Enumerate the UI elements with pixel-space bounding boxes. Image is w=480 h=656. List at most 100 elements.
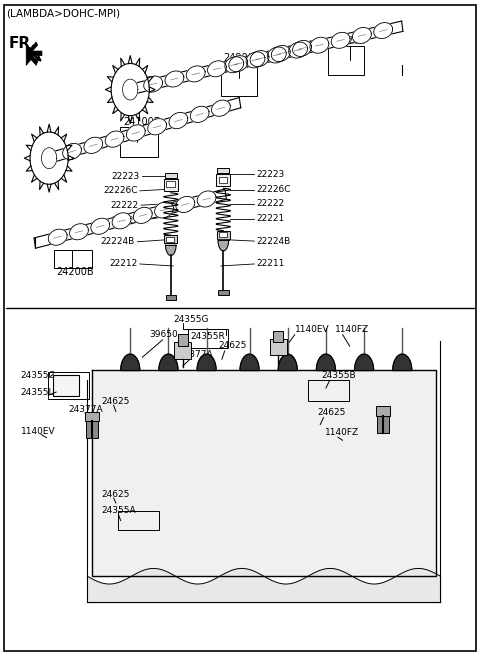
Polygon shape — [197, 354, 216, 371]
Bar — [86, 421, 98, 438]
Polygon shape — [288, 42, 308, 58]
Text: 1140FZ: 1140FZ — [336, 325, 370, 335]
Polygon shape — [159, 354, 178, 371]
Polygon shape — [271, 45, 290, 62]
Polygon shape — [310, 37, 329, 53]
Bar — [377, 416, 389, 432]
Polygon shape — [26, 42, 42, 66]
Polygon shape — [355, 354, 373, 371]
Bar — [166, 295, 176, 300]
Polygon shape — [316, 354, 336, 371]
Bar — [174, 342, 192, 359]
Polygon shape — [91, 218, 109, 234]
Text: 24900: 24900 — [223, 53, 254, 63]
Text: 22212: 22212 — [109, 260, 137, 268]
Polygon shape — [92, 371, 436, 576]
Polygon shape — [393, 354, 412, 371]
Text: 24355R: 24355R — [190, 332, 225, 341]
Polygon shape — [352, 28, 372, 43]
Bar — [120, 127, 158, 157]
Text: 24625: 24625 — [102, 398, 130, 406]
Text: 1140EV: 1140EV — [21, 426, 55, 436]
Polygon shape — [169, 112, 188, 129]
Polygon shape — [250, 51, 269, 67]
Polygon shape — [148, 119, 167, 135]
Polygon shape — [62, 144, 82, 159]
Polygon shape — [122, 79, 138, 100]
Polygon shape — [212, 100, 230, 116]
Bar — [328, 46, 364, 75]
Bar — [53, 375, 79, 396]
Polygon shape — [267, 47, 286, 63]
Polygon shape — [48, 229, 67, 245]
Text: 22222: 22222 — [111, 201, 139, 210]
Text: 24377A: 24377A — [68, 405, 103, 414]
Bar — [48, 373, 89, 399]
Text: 24355C: 24355C — [21, 371, 55, 380]
Text: 22224B: 22224B — [101, 237, 135, 246]
Bar — [217, 168, 229, 173]
Bar — [216, 231, 230, 239]
Text: 24200B: 24200B — [56, 268, 94, 277]
Polygon shape — [126, 125, 145, 141]
Bar — [274, 331, 283, 342]
Polygon shape — [225, 56, 244, 73]
Bar — [376, 406, 390, 416]
Polygon shape — [218, 241, 228, 251]
Bar — [308, 380, 349, 401]
Text: 1140EV: 1140EV — [295, 325, 329, 335]
Bar — [221, 64, 257, 96]
Bar — [218, 290, 228, 295]
Text: 24625: 24625 — [102, 490, 130, 499]
Text: 22211: 22211 — [257, 260, 285, 268]
Text: 22222: 22222 — [257, 199, 285, 209]
Text: 22226C: 22226C — [103, 186, 137, 195]
Polygon shape — [293, 41, 312, 56]
Text: (LAMBDA>DOHC-MPI): (LAMBDA>DOHC-MPI) — [6, 8, 120, 18]
Text: 24377A: 24377A — [178, 350, 213, 359]
Text: 22226C: 22226C — [257, 185, 291, 194]
Text: 24355L: 24355L — [21, 388, 54, 396]
Polygon shape — [176, 196, 195, 213]
Polygon shape — [165, 71, 184, 87]
Text: 24700: 24700 — [336, 35, 366, 45]
Polygon shape — [374, 22, 393, 39]
Polygon shape — [48, 98, 241, 163]
Polygon shape — [229, 56, 248, 72]
Polygon shape — [34, 189, 227, 248]
Polygon shape — [105, 131, 124, 147]
Bar — [164, 236, 178, 243]
Text: 24100D: 24100D — [123, 117, 161, 127]
Bar — [216, 174, 230, 186]
Text: 24625: 24625 — [218, 341, 247, 350]
Bar — [54, 250, 92, 268]
Polygon shape — [190, 106, 209, 123]
Bar — [165, 173, 177, 178]
Bar — [188, 329, 228, 348]
Text: 24355G: 24355G — [173, 315, 209, 324]
Polygon shape — [70, 224, 88, 240]
Text: 1140FZ: 1140FZ — [325, 428, 359, 437]
Text: 22221: 22221 — [111, 216, 140, 225]
Text: 22223: 22223 — [257, 170, 285, 179]
Text: 24355A: 24355A — [102, 506, 136, 516]
Polygon shape — [155, 202, 173, 218]
Polygon shape — [186, 66, 205, 82]
Text: FR.: FR. — [9, 36, 36, 51]
Polygon shape — [240, 354, 259, 371]
Polygon shape — [166, 245, 176, 255]
Polygon shape — [331, 32, 350, 49]
Text: 22223: 22223 — [111, 172, 140, 181]
Polygon shape — [133, 207, 152, 224]
Bar — [167, 237, 174, 241]
Bar — [118, 511, 159, 531]
Text: 39650: 39650 — [149, 330, 178, 339]
Bar — [178, 334, 188, 346]
Polygon shape — [120, 354, 140, 371]
Bar — [85, 411, 99, 421]
Text: 22221: 22221 — [257, 215, 285, 224]
Polygon shape — [278, 354, 297, 371]
Polygon shape — [144, 76, 163, 92]
Bar — [219, 232, 227, 237]
Polygon shape — [197, 191, 216, 207]
